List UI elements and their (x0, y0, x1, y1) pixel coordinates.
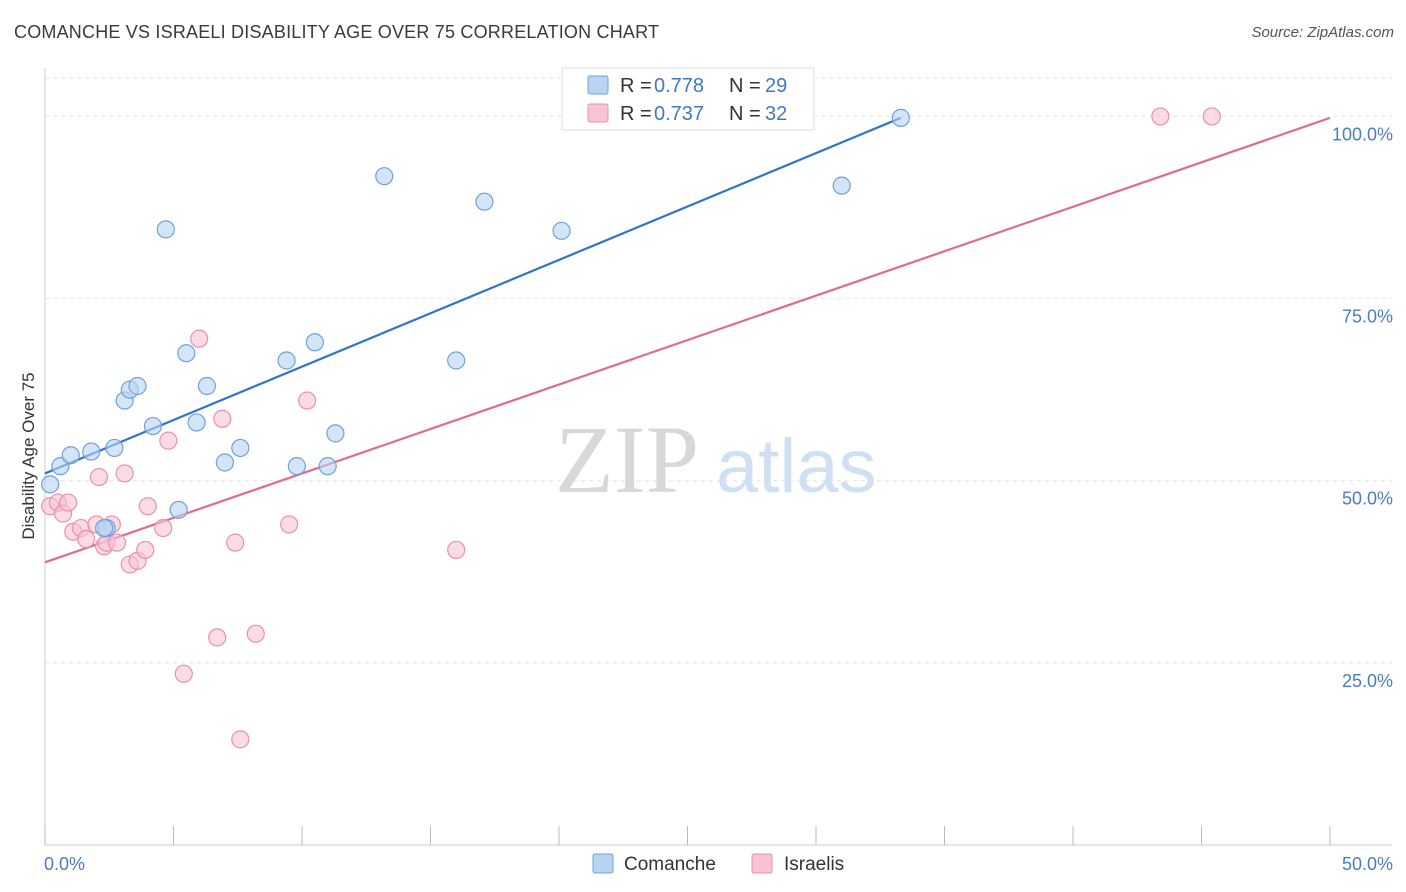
point-israelis (138, 497, 157, 516)
point-comanche (231, 438, 250, 458)
x-tick-label: 0.0% (44, 854, 85, 874)
point-israelis (280, 515, 299, 534)
point-comanche (832, 176, 851, 195)
x-tick-label: 50.0% (1342, 854, 1393, 874)
y-tick-label: 100.0% (1332, 124, 1393, 144)
point-israelis (115, 464, 134, 483)
legend-n-value-comanche: 29 (765, 75, 787, 97)
trend-line-israelis (44, 116, 1331, 564)
point-israelis (226, 533, 245, 552)
point-comanche (61, 446, 80, 465)
point-israelis (159, 431, 178, 450)
trend-line-comanche (44, 116, 902, 475)
point-israelis (154, 518, 173, 538)
point-comanche (552, 221, 571, 240)
point-comanche (326, 424, 345, 443)
point-israelis (246, 624, 265, 643)
point-israelis (1151, 107, 1170, 126)
x-tick-labels: 0.0% 50.0% (44, 854, 1393, 874)
legend-n-label-israelis: N = (729, 103, 761, 125)
y-tick-label: 75.0% (1342, 307, 1393, 327)
point-comanche (143, 416, 163, 436)
legend-r-label-comanche: R = (620, 75, 652, 97)
point-israelis (231, 730, 250, 749)
trend-lines (44, 116, 1331, 564)
point-comanche (169, 500, 188, 519)
y-tick-label: 50.0% (1342, 489, 1393, 509)
point-israelis (447, 540, 466, 560)
y-tick-labels: 25.0% 50.0% 75.0% 100.0% (1332, 124, 1393, 690)
point-israelis (174, 664, 193, 683)
point-comanche (305, 333, 324, 352)
point-comanche (82, 442, 101, 461)
legend-r-value-comanche: 0.778 (654, 75, 704, 97)
point-comanche (287, 457, 306, 476)
point-israelis (213, 409, 232, 428)
point-comanche (95, 518, 114, 538)
legend-n-label-comanche: N = (729, 75, 761, 97)
y-axis-label: Disability Age Over 75 (19, 372, 38, 539)
point-comanche (475, 192, 494, 211)
point-israelis (208, 628, 227, 647)
point-comanche (447, 351, 466, 370)
watermark-atlas: atlas (716, 424, 877, 509)
point-israelis (77, 529, 96, 549)
bottom-legend-label-comanche: Comanche (624, 854, 716, 875)
watermark: ZIP atlas (555, 406, 877, 513)
legend-swatch-israelis (587, 103, 609, 123)
point-israelis (1202, 107, 1221, 126)
chart-title: COMANCHE VS ISRAELI DISABILITY AGE OVER … (14, 22, 660, 42)
bottom-legend-swatch-israelis (751, 853, 773, 874)
data-points (41, 107, 1221, 749)
bottom-legend-swatch-comanche (592, 853, 614, 874)
point-comanche (277, 351, 296, 370)
point-comanche (105, 438, 124, 458)
point-comanche (128, 376, 147, 396)
point-comanche (197, 376, 217, 396)
point-israelis (59, 493, 78, 512)
point-comanche (891, 108, 910, 127)
legend-r-label-israelis: R = (620, 103, 652, 125)
point-comanche (41, 475, 60, 494)
bottom-legend-label-israelis: Israelis (784, 854, 844, 875)
legend-n-value-israelis: 32 (765, 103, 787, 125)
legend-swatch-comanche (587, 75, 609, 95)
point-comanche (177, 344, 196, 363)
point-comanche (156, 220, 175, 239)
y-tick-label: 25.0% (1342, 671, 1393, 691)
point-comanche (187, 413, 206, 432)
series-legend: Comanche Israelis (592, 853, 844, 875)
point-israelis (107, 533, 127, 552)
point-israelis (190, 329, 209, 348)
point-comanche (375, 167, 394, 186)
axes (44, 68, 1392, 846)
source-credit: Source: ZipAtlas.com (1251, 24, 1394, 41)
watermark-zip: ZIP (555, 406, 699, 513)
point-comanche (318, 457, 337, 476)
point-israelis (136, 540, 155, 560)
point-israelis (298, 391, 317, 410)
correlation-legend: R = 0.778 N = 29 R = 0.737 N = 32 (561, 67, 815, 131)
legend-r-value-israelis: 0.737 (654, 103, 704, 125)
point-israelis (89, 467, 109, 487)
point-comanche (215, 453, 234, 472)
